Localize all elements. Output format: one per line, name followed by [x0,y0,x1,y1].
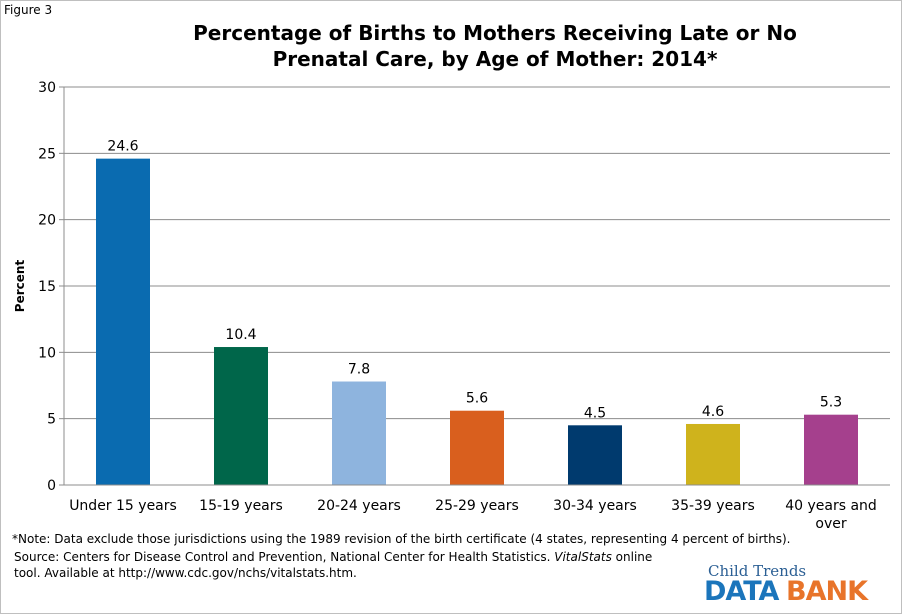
x-tick-label: 30-34 years [553,498,637,514]
y-tick-label: 25 [38,146,56,162]
x-tick-label: 35-39 years [671,498,755,514]
bar [96,158,150,485]
bar [332,381,386,485]
bar [804,414,858,485]
y-tick-label: 0 [47,478,56,494]
source-line-2: tool. Available at http://www.cdc.gov/nc… [14,566,357,580]
x-tick-label: 15-19 years [199,498,283,514]
logo-child-trends: Child Trends [708,562,807,580]
source-italic: VitalStats [554,550,612,564]
bar [568,425,622,485]
data-label: 4.5 [584,405,606,421]
data-label: 5.3 [820,395,842,411]
y-tick-label: 5 [47,412,56,428]
x-tick-label: over [815,516,846,532]
child-trends-databank-logo: Child Trends DATA BANK [700,560,880,607]
x-tick-label: 40 years and [785,498,877,514]
bar [450,410,504,485]
data-label: 10.4 [225,327,256,343]
bar [214,347,268,485]
y-tick-label: 30 [38,80,56,96]
data-label: 7.8 [348,362,370,378]
source-text: Source: Centers for Disease Control and … [14,549,652,581]
source-line-1: Source: Centers for Disease Control and … [14,549,652,565]
figure-label: Figure 3 [4,3,53,17]
x-tick-label: 25-29 years [435,498,519,514]
chart-title-line-1: Percentage of Births to Mothers Receivin… [193,21,797,45]
data-label: 5.6 [466,391,488,407]
chart-title-line-2: Prenatal Care, by Age of Mother: 2014* [272,47,718,71]
y-axis-title: Percent [13,260,27,313]
footnote: *Note: Data exclude those jurisdictions … [12,532,791,546]
chart-title: Percentage of Births to Mothers Receivin… [140,20,850,72]
y-tick-label: 20 [38,213,56,229]
logo-bank: BANK [786,576,868,607]
logo-data: DATA [704,576,779,607]
x-tick-label: 20-24 years [317,498,401,514]
source-suffix: online [611,550,653,564]
source-prefix: Source: Centers for Disease Control and … [14,550,555,564]
data-label: 4.6 [702,404,724,420]
y-tick-label: 15 [38,279,56,295]
bar [686,423,740,485]
y-tick-label: 10 [38,345,56,361]
x-tick-label: Under 15 years [69,498,177,514]
data-label: 24.6 [107,139,138,155]
